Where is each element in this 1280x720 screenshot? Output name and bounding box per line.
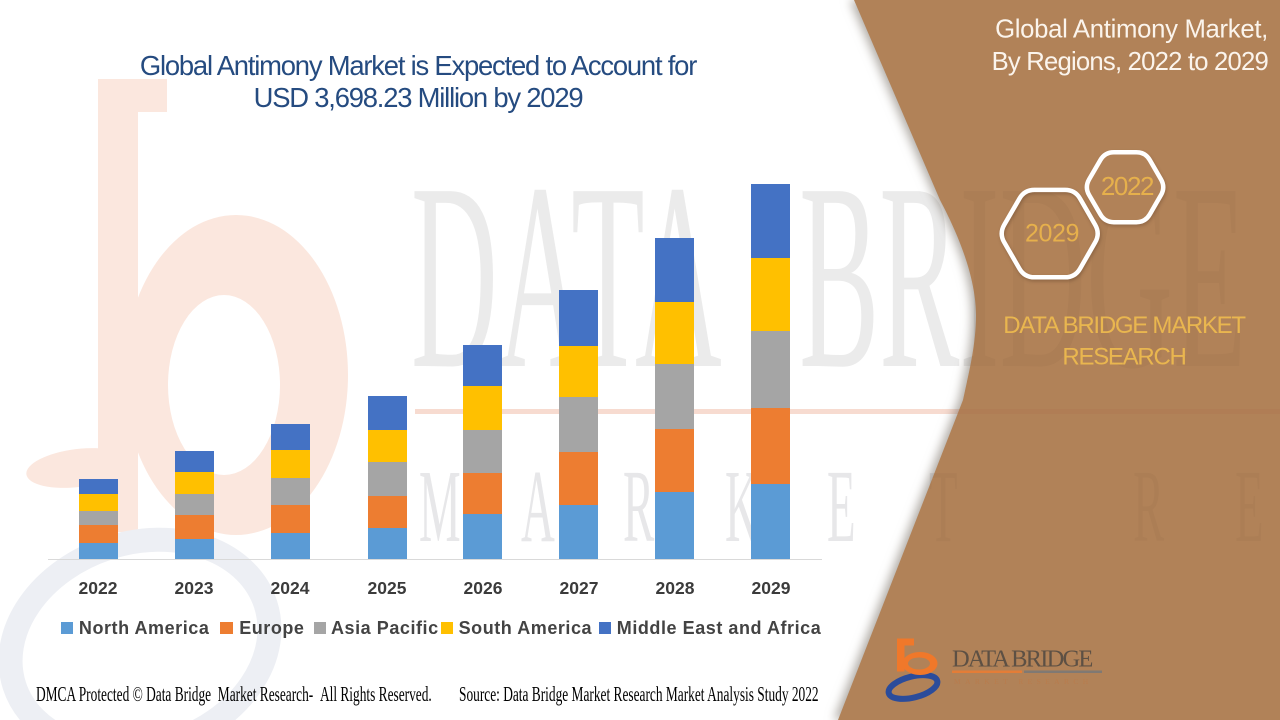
svg-text:2029: 2029 [1025, 220, 1079, 248]
svg-text:By Regions, 2022 to 2029: By Regions, 2022 to 2029 [992, 48, 1269, 76]
svg-text:R: R [623, 449, 654, 564]
svg-text:E: E [827, 449, 856, 564]
svg-text:T: T [929, 449, 958, 564]
svg-text:E: E [827, 449, 856, 564]
svg-text:Global Antimony Market,: Global Antimony Market, [995, 16, 1268, 44]
svg-text:2022: 2022 [1101, 171, 1154, 201]
svg-text:A: A [521, 449, 555, 564]
svg-text:MARKET RESEARCH: MARKET RESEARCH [954, 677, 1093, 686]
svg-text:R: R [623, 449, 654, 564]
svg-text:A: A [521, 449, 555, 564]
svg-text:DATA BRIDGE: DATA BRIDGE [952, 646, 1092, 673]
svg-text:DATA BRIDGE MARKET: DATA BRIDGE MARKET [1003, 312, 1246, 339]
svg-text:M: M [419, 449, 461, 564]
svg-text:RESEARCH: RESEARCH [1062, 344, 1185, 371]
svg-text:R: R [1133, 449, 1164, 564]
svg-text:K: K [725, 449, 759, 564]
svg-text:E: E [1235, 449, 1264, 564]
svg-text:M: M [419, 449, 461, 564]
